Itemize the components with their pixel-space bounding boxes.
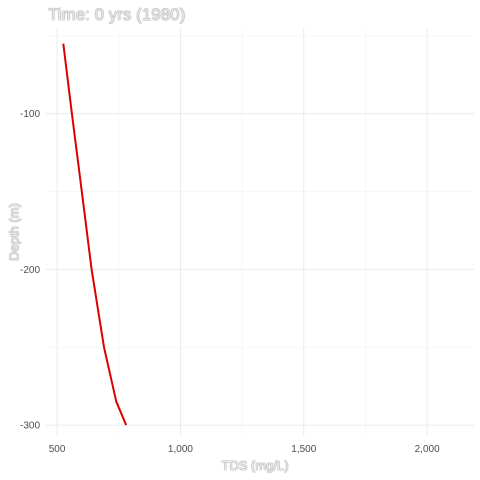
x-tick-label: 1,000 bbox=[168, 444, 193, 455]
x-tick-label: 500 bbox=[49, 444, 66, 455]
x-axis-ticks: 500 1,000 1,500 2,000 bbox=[49, 444, 440, 455]
x-tick-label: 2,000 bbox=[415, 444, 440, 455]
grid-lines bbox=[46, 28, 474, 436]
series-line bbox=[62, 43, 128, 426]
x-axis-label: TDS (mg/L) bbox=[221, 458, 289, 473]
x-tick-label: 1,500 bbox=[291, 444, 316, 455]
y-tick-label: -200 bbox=[20, 265, 40, 276]
y-axis-ticks: -300 -200 -100 bbox=[20, 109, 40, 431]
series-lines bbox=[62, 43, 128, 426]
chart-title: Time: 0 yrs (1980) bbox=[48, 5, 186, 24]
y-tick-label: -300 bbox=[20, 421, 40, 432]
y-tick-label: -100 bbox=[20, 109, 40, 120]
y-axis-label: Depth (m) bbox=[6, 203, 22, 261]
